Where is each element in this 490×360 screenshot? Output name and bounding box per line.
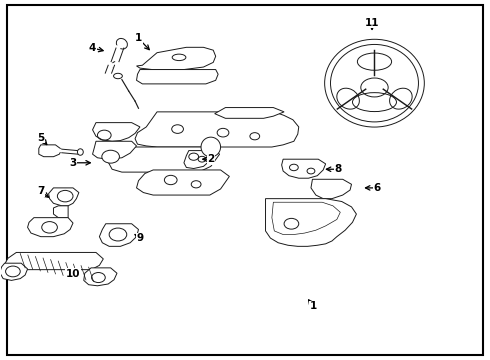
Polygon shape bbox=[135, 112, 299, 147]
Polygon shape bbox=[107, 147, 220, 172]
Text: 9: 9 bbox=[136, 233, 144, 243]
Text: 7: 7 bbox=[37, 186, 45, 197]
Ellipse shape bbox=[77, 149, 83, 155]
Text: 8: 8 bbox=[334, 164, 342, 174]
Text: 3: 3 bbox=[70, 158, 76, 168]
Polygon shape bbox=[53, 206, 68, 218]
Polygon shape bbox=[93, 141, 137, 159]
Text: 11: 11 bbox=[365, 18, 379, 28]
Ellipse shape bbox=[361, 78, 388, 97]
Ellipse shape bbox=[325, 39, 424, 127]
Ellipse shape bbox=[201, 137, 220, 157]
Text: 1: 1 bbox=[310, 301, 317, 311]
Text: 2: 2 bbox=[207, 154, 215, 164]
Polygon shape bbox=[93, 123, 140, 141]
Polygon shape bbox=[184, 150, 211, 168]
Ellipse shape bbox=[116, 39, 127, 49]
Polygon shape bbox=[282, 159, 326, 178]
Polygon shape bbox=[137, 69, 218, 84]
Text: 6: 6 bbox=[373, 183, 381, 193]
Polygon shape bbox=[49, 188, 79, 206]
Polygon shape bbox=[137, 47, 216, 69]
Polygon shape bbox=[266, 199, 356, 246]
Text: 1: 1 bbox=[135, 33, 142, 43]
Text: 5: 5 bbox=[37, 133, 45, 143]
Polygon shape bbox=[99, 224, 139, 246]
Text: 4: 4 bbox=[89, 43, 96, 53]
Text: 10: 10 bbox=[66, 269, 80, 279]
Polygon shape bbox=[27, 218, 73, 237]
Polygon shape bbox=[39, 145, 62, 157]
Polygon shape bbox=[137, 170, 229, 195]
Polygon shape bbox=[84, 268, 117, 286]
Polygon shape bbox=[4, 252, 103, 270]
Polygon shape bbox=[311, 179, 351, 199]
Circle shape bbox=[102, 150, 120, 163]
Polygon shape bbox=[215, 108, 284, 118]
Ellipse shape bbox=[114, 73, 122, 79]
Polygon shape bbox=[0, 263, 27, 280]
